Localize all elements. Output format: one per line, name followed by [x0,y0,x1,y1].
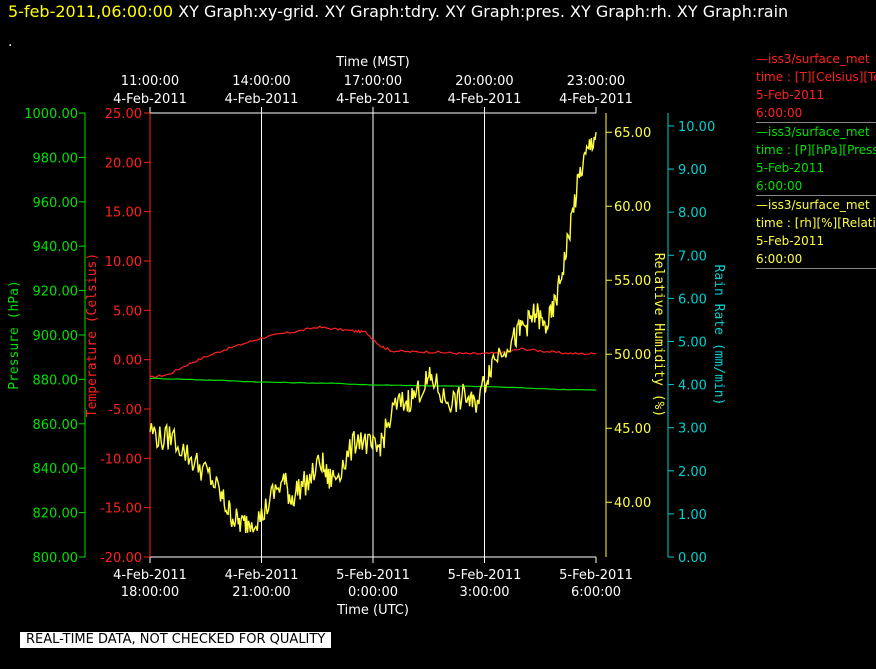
legend-line2: time : [P][hPa][Pressure] [756,143,876,157]
legend-line2: time : [T][Celsius][Temperature] [756,70,876,84]
humidity-tick-label: 55.00 [614,274,651,289]
rain-tick-label: 4.00 [678,379,707,394]
quality-disclaimer: REAL-TIME DATA, NOT CHECKED FOR QUALITY [20,632,332,648]
legend-line4: 6:00:00 [756,252,803,266]
legend-line3: 5-Feb-2011 [756,234,825,248]
rain-tick-label: 2.00 [678,465,707,480]
temperature-tick-label: -15.00 [100,502,142,517]
rain-tick-label: 8.00 [678,206,707,221]
x-top-tick-time: 23:00:00 [567,74,625,89]
x-bottom-tick-date: 4-Feb-2011 [225,568,299,583]
x-bottom-tick-date: 4-Feb-2011 [113,568,187,583]
temperature-tick-label: 0.00 [113,354,142,369]
pressure-tick-label: 880.00 [33,373,79,388]
x-bottom-tick-date: 5-Feb-2011 [448,568,522,583]
temperature-tick-label: 20.00 [105,156,142,171]
pressure-tick-label: 900.00 [33,329,79,344]
x-bottom-tick-time: 6:00:00 [571,585,621,600]
pressure-tick-label: 840.00 [33,462,79,477]
rain-tick-label: 0.00 [678,551,707,566]
pressure-tick-label: 980.00 [33,151,79,166]
rain-tick-label: 5.00 [678,335,707,350]
legend-line3: 5-Feb-2011 [756,161,825,175]
legend-line4: 6:00:00 [756,179,803,193]
legend-name: —iss3/surface_met [756,125,870,139]
temperature-tick-label: 5.00 [113,304,142,319]
x-top-tick-time: 17:00:00 [344,74,402,89]
header-date: 5-feb-2011,06:00:00 [8,2,174,21]
rain-tick-label: 7.00 [678,249,707,264]
x-top-axis-title: Time (MST) [335,55,410,70]
x-bottom-tick-date: 5-Feb-2011 [559,568,633,583]
rain-axis-title: Rain Rate (mm/min) [711,265,726,406]
rain-tick-label: 9.00 [678,163,707,178]
humidity-tick-label: 50.00 [614,348,651,363]
rain-tick-label: 6.00 [678,292,707,307]
legend-line4: 6:00:00 [756,106,803,120]
x-top-tick-date: 4-Feb-2011 [448,92,522,107]
x-bottom-tick-date: 5-Feb-2011 [336,568,410,583]
pressure-tick-label: 860.00 [33,418,79,433]
x-top-tick-time: 14:00:00 [232,74,290,89]
humidity-tick-label: 45.00 [614,422,651,437]
pressure-tick-label: 1000.00 [24,107,78,122]
pressure-tick-label: 820.00 [33,507,79,522]
humidity-tick-label: 40.00 [614,496,651,511]
legend-name: —iss3/surface_met [756,52,870,66]
x-bottom-tick-time: 21:00:00 [232,585,290,600]
temperature-axis-title: Temperature (Celsius) [85,253,100,417]
x-bottom-tick-time: 0:00:00 [348,585,398,600]
legend-line2: time : [rh][%][Relative Humidity] [756,216,876,230]
temperature-tick-label: 15.00 [105,206,142,221]
x-top-tick-time: 20:00:00 [455,74,513,89]
rain-tick-label: 10.00 [678,120,715,135]
temperature-tick-label: -20.00 [100,551,142,566]
humidity-tick-label: 60.00 [614,200,651,215]
humidity-tick-label: 65.00 [614,126,651,141]
x-bottom-tick-time: 18:00:00 [121,585,179,600]
legend-name: —iss3/surface_met [756,198,870,212]
temperature-tick-label: 25.00 [105,107,142,122]
x-top-tick-date: 4-Feb-2011 [559,92,633,107]
pressure-tick-label: 960.00 [33,196,79,211]
header-graph-list: XY Graph:xy-grid. XY Graph:tdry. XY Grap… [178,2,789,21]
rain-tick-label: 3.00 [678,422,707,437]
legend-line3: 5-Feb-2011 [756,88,825,102]
x-top-tick-date: 4-Feb-2011 [336,92,410,107]
x-bottom-axis-title: Time (UTC) [336,603,409,618]
pressure-tick-label: 940.00 [33,240,79,255]
pressure-tick-label: 800.00 [33,551,79,566]
temperature-tick-label: 10.00 [105,255,142,270]
humidity-axis-title: Relative Humidity (%) [651,253,666,417]
pressure-tick-label: 920.00 [33,285,79,300]
x-bottom-tick-time: 3:00:00 [459,585,509,600]
series-line-humidity [149,132,597,534]
temperature-tick-label: -5.00 [108,403,142,418]
graph-header: 5-feb-2011,06:00:00 XY Graph:xy-grid. XY… [8,2,788,21]
x-top-tick-date: 4-Feb-2011 [113,92,187,107]
series-line-pressure [149,377,597,391]
rain-tick-label: 1.00 [678,508,707,523]
pressure-axis-title: Pressure (hPa) [7,280,22,390]
series-line-temperature [149,325,596,379]
x-top-tick-date: 4-Feb-2011 [225,92,299,107]
temperature-tick-label: -10.00 [100,452,142,467]
header-dot: . [8,34,13,50]
x-top-tick-time: 11:00:00 [121,74,179,89]
